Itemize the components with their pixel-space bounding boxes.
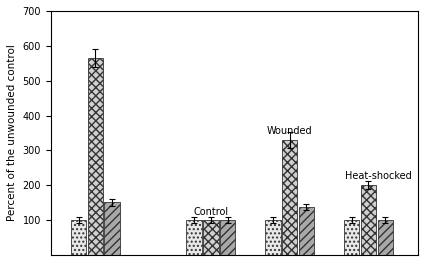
- Bar: [299, 207, 314, 255]
- Text: Heat-shocked: Heat-shocked: [345, 171, 412, 181]
- Bar: [282, 140, 297, 255]
- Bar: [344, 220, 360, 255]
- Text: Control: Control: [193, 208, 228, 217]
- Bar: [88, 58, 103, 255]
- Bar: [220, 220, 236, 255]
- Bar: [265, 220, 281, 255]
- Bar: [377, 220, 393, 255]
- Bar: [203, 220, 219, 255]
- Bar: [71, 220, 86, 255]
- Bar: [104, 202, 120, 255]
- Text: Wounded: Wounded: [267, 126, 313, 136]
- Y-axis label: Percent of the unwounded control: Percent of the unwounded control: [7, 45, 17, 221]
- Bar: [186, 220, 202, 255]
- Bar: [361, 185, 376, 255]
